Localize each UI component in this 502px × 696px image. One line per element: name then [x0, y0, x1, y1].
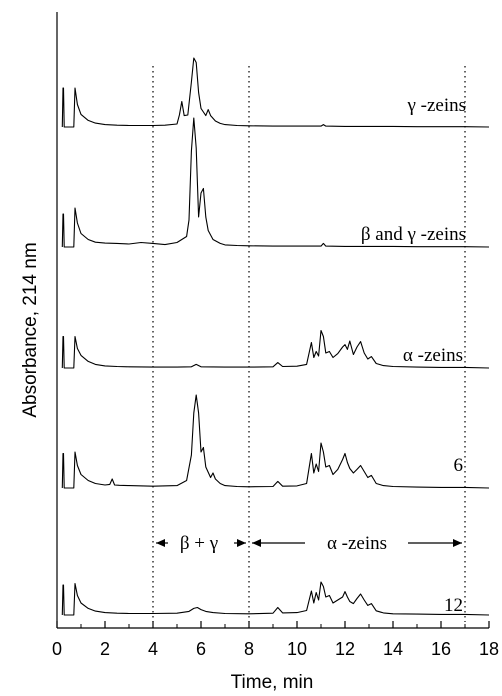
- traces: [61, 57, 490, 616]
- x-axis-title: Time, min: [231, 672, 314, 693]
- trace-0: [61, 57, 490, 128]
- x-tick-label-10: 10: [287, 639, 307, 659]
- x-tick-label-0: 0: [52, 639, 62, 659]
- region-beta-gamma-left-arrow: [156, 539, 165, 547]
- x-tick-label-18: 18: [479, 639, 499, 659]
- x-tick-label-6: 6: [196, 639, 206, 659]
- region-beta-gamma-right-arrow: [237, 539, 246, 547]
- x-tick-label-16: 16: [431, 639, 451, 659]
- x-tick-label-2: 2: [100, 639, 110, 659]
- trace-label-beta-gamma-zeins: β and γ -zeins: [361, 224, 466, 245]
- trace-1: [61, 117, 490, 248]
- x-ticks: 0 2 4 6 8 10 12 14 16 18: [52, 621, 499, 659]
- trace-4: [61, 581, 490, 616]
- trace-label-6: 6: [454, 455, 464, 476]
- region-label-alpha-zeins: α -zeins: [327, 533, 387, 554]
- trace-2: [61, 329, 490, 369]
- trace-label-12: 12: [444, 595, 463, 616]
- region-annotations: β + γ α -zeins: [156, 533, 462, 554]
- trace-3: [61, 394, 490, 489]
- x-tick-label-14: 14: [383, 639, 403, 659]
- x-tick-label-4: 4: [148, 639, 158, 659]
- trace-labels: γ -zeins β and γ -zeins α -zeins 6 12: [361, 95, 466, 616]
- trace-label-gamma-zeins: γ -zeins: [406, 95, 466, 116]
- y-axis-title: Absorbance, 214 nm: [20, 242, 41, 417]
- region-alpha-left-arrow: [252, 539, 261, 547]
- trace-label-alpha-zeins: α -zeins: [403, 345, 463, 366]
- x-tick-label-12: 12: [335, 639, 355, 659]
- region-alpha-right-arrow: [453, 539, 462, 547]
- region-label-beta-gamma: β + γ: [180, 533, 218, 554]
- x-tick-label-8: 8: [244, 639, 254, 659]
